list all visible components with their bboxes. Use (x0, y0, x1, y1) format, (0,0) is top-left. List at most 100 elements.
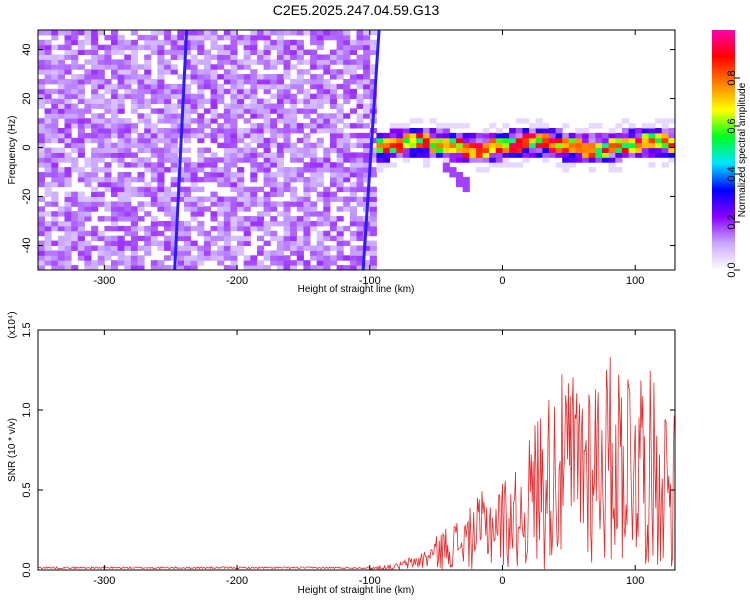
heatmap-cell (130, 30, 138, 36)
heatmap-cell (336, 49, 344, 55)
heatmap-cell (124, 206, 132, 212)
heatmap-cell (77, 216, 85, 222)
heatmap-cell (349, 123, 357, 129)
heatmap-cell (349, 191, 357, 197)
heatmap-cell (303, 265, 311, 270)
heatmap-cell (124, 83, 132, 90)
heatmap-cell (243, 64, 251, 70)
heatmap-cell (237, 132, 245, 139)
heatmap-cell (170, 123, 178, 129)
heatmap-cell (77, 123, 85, 129)
heatmap-cell (369, 230, 377, 237)
heatmap-cell (71, 221, 79, 227)
heatmap-cell (615, 147, 623, 153)
heatmap-cell (243, 132, 251, 139)
heatmap-cell (190, 59, 198, 65)
heatmap-cell (137, 132, 145, 139)
heatmap-cell (303, 103, 311, 109)
heatmap-cell (197, 59, 205, 65)
heatmap-cell (316, 64, 324, 70)
heatmap-cell (608, 152, 616, 158)
heatmap-cell (323, 113, 331, 119)
heatmap-cell (475, 167, 483, 173)
heatmap-cell (84, 265, 92, 270)
heatmap-cell (91, 113, 99, 119)
heatmap-cell (290, 128, 298, 134)
heatmap-cell (71, 123, 79, 129)
heatmap-cell (250, 69, 258, 75)
heatmap-cell (402, 123, 410, 129)
heatmap-cell (243, 39, 251, 46)
heatmap-cell (515, 152, 523, 158)
heatmap-cell (628, 123, 636, 129)
heatmap-cell (608, 167, 616, 173)
heatmap-cell (64, 103, 72, 109)
heatmap-cell (157, 221, 165, 227)
heatmap-cell (343, 167, 351, 173)
heatmap-cell (290, 157, 298, 163)
heatmap-cell (542, 137, 550, 144)
heatmap-cell (104, 79, 112, 85)
spectrogram-frame (37, 29, 676, 271)
heatmap-cell (568, 157, 576, 163)
heatmap-cell (449, 132, 457, 139)
heatmap-cell (343, 98, 351, 104)
heatmap-cell (356, 123, 364, 129)
heatmap-cell (349, 64, 357, 70)
heatmap-cell (57, 93, 65, 100)
heatmap-cell (104, 98, 112, 104)
heatmap-cell (190, 128, 198, 134)
heatmap-cell (44, 128, 52, 134)
heatmap-cell (84, 79, 92, 85)
heatmap-cell (396, 128, 404, 134)
heatmap-cell (203, 255, 211, 261)
heatmap-cell (150, 108, 158, 114)
heatmap-cell (111, 181, 119, 188)
heatmap-cell (502, 147, 510, 153)
y-tick-label: 0 (21, 144, 33, 150)
heatmap-cell (190, 225, 198, 232)
heatmap-cell (84, 206, 92, 212)
heatmap-cell (290, 196, 298, 202)
heatmap-cell (250, 113, 258, 119)
heatmap-cell (57, 113, 65, 119)
heatmap-cell (64, 196, 72, 202)
heatmap-cell (177, 88, 185, 95)
heatmap-cell (509, 128, 517, 134)
heatmap-cell (210, 74, 218, 80)
heatmap-cell (203, 245, 211, 251)
heatmap-cell (316, 137, 324, 144)
heatmap-cell (230, 152, 238, 158)
spectrogram-x-label: Height of straight line (km) (298, 284, 415, 295)
heatmap-cell (91, 118, 99, 124)
heatmap-cell (164, 59, 172, 65)
heatmap-cell (290, 83, 298, 90)
heatmap-cell (276, 172, 284, 178)
heatmap-cell (250, 98, 258, 104)
heatmap-cell (71, 225, 79, 232)
heatmap-cell (144, 191, 152, 197)
heatmap-cell (263, 157, 271, 163)
heatmap-cell (296, 108, 304, 114)
heatmap-cell (177, 39, 185, 46)
snr-frame (37, 329, 676, 571)
heatmap-cell (257, 128, 265, 134)
heatmap-cell (91, 30, 99, 36)
heatmap-cell (290, 152, 298, 158)
heatmap-cell (283, 128, 291, 134)
heatmap-cell (184, 59, 192, 65)
heatmap-cell (276, 255, 284, 261)
heatmap-cell (64, 152, 72, 158)
spectrogram-y-label: Frequency (Hz) (7, 116, 18, 185)
heatmap-cell (588, 137, 596, 144)
heatmap-cell (270, 30, 278, 36)
heatmap-cell (615, 132, 623, 139)
heatmap-cell (170, 44, 178, 51)
heatmap-cell (38, 157, 46, 163)
heatmap-cell (310, 98, 318, 104)
heatmap-cell (296, 44, 304, 51)
heatmap-cell (38, 49, 46, 55)
heatmap-cell (97, 255, 105, 261)
heatmap-cell (137, 44, 145, 51)
heatmap-cell (661, 137, 669, 144)
